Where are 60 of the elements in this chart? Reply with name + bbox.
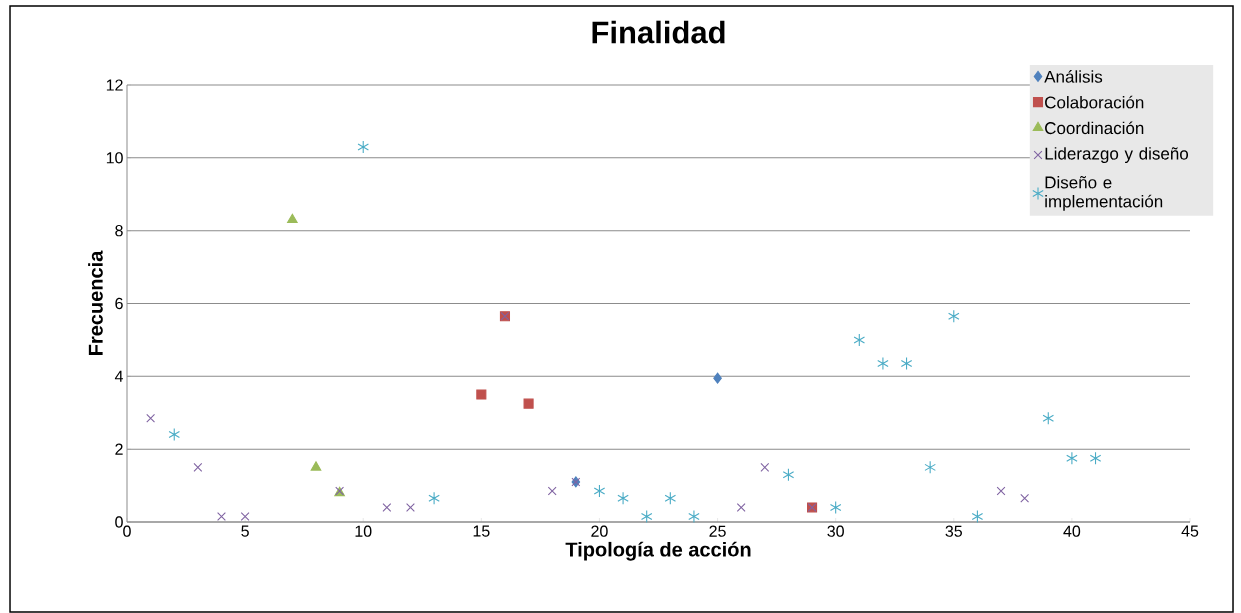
point [547, 486, 557, 496]
point [287, 213, 298, 224]
y-tick-label: 0 [115, 516, 123, 528]
point [357, 140, 369, 154]
point [476, 389, 487, 400]
legend-label: Liderazgo y diseño [1045, 147, 1189, 163]
x-tick-label: 25 [709, 525, 726, 537]
point [1089, 451, 1102, 465]
x-tick-label: 35 [945, 525, 962, 537]
point [1042, 411, 1055, 425]
point [217, 512, 226, 521]
x-tick-label: 20 [591, 525, 608, 537]
point [310, 461, 322, 471]
point [760, 462, 770, 472]
x-tick-label: 0 [123, 525, 131, 537]
chart-title: Finalidad [592, 20, 725, 44]
y-tick-label: 10 [106, 152, 123, 164]
x-tick-label: 45 [1181, 525, 1199, 537]
x-tick-label: 15 [473, 525, 490, 537]
point [523, 398, 534, 409]
point [1066, 451, 1078, 465]
point [996, 486, 1006, 496]
y-tick-label: 12 [106, 79, 123, 91]
point [971, 509, 984, 524]
y-tick-label: 4 [114, 370, 123, 382]
point [593, 484, 606, 498]
point [924, 460, 936, 474]
x-tick-label: 30 [827, 525, 844, 537]
x-tick-label: 5 [241, 525, 249, 537]
point [900, 357, 913, 371]
legend-label: Análisis [1044, 70, 1103, 83]
point [640, 509, 653, 524]
point [853, 333, 866, 347]
point [829, 500, 842, 514]
point [193, 462, 203, 472]
legend-label: Diseño e implementación [1045, 175, 1163, 211]
point [168, 428, 180, 442]
point [240, 512, 250, 521]
x-tick-label: 10 [355, 525, 372, 537]
point [688, 509, 700, 524]
point [1020, 493, 1030, 503]
point [736, 502, 746, 512]
y-tick-label: 2 [115, 443, 123, 455]
point [664, 491, 677, 505]
legend-label: Coordinación [1045, 121, 1144, 135]
y-axis-title: Frecuencia [88, 250, 103, 355]
point [713, 372, 722, 384]
point [428, 491, 440, 505]
x-tick-label: 40 [1063, 525, 1081, 537]
legend-label: Colaboración [1045, 95, 1144, 109]
point [877, 357, 889, 371]
point [382, 502, 392, 512]
y-tick-label: 8 [115, 225, 123, 237]
point [406, 502, 415, 512]
point [146, 413, 156, 423]
y-tick-label: 6 [115, 297, 123, 310]
point [948, 309, 960, 323]
point [617, 491, 629, 505]
point [782, 468, 795, 482]
x-axis-title: Tipología de acción [565, 541, 751, 561]
